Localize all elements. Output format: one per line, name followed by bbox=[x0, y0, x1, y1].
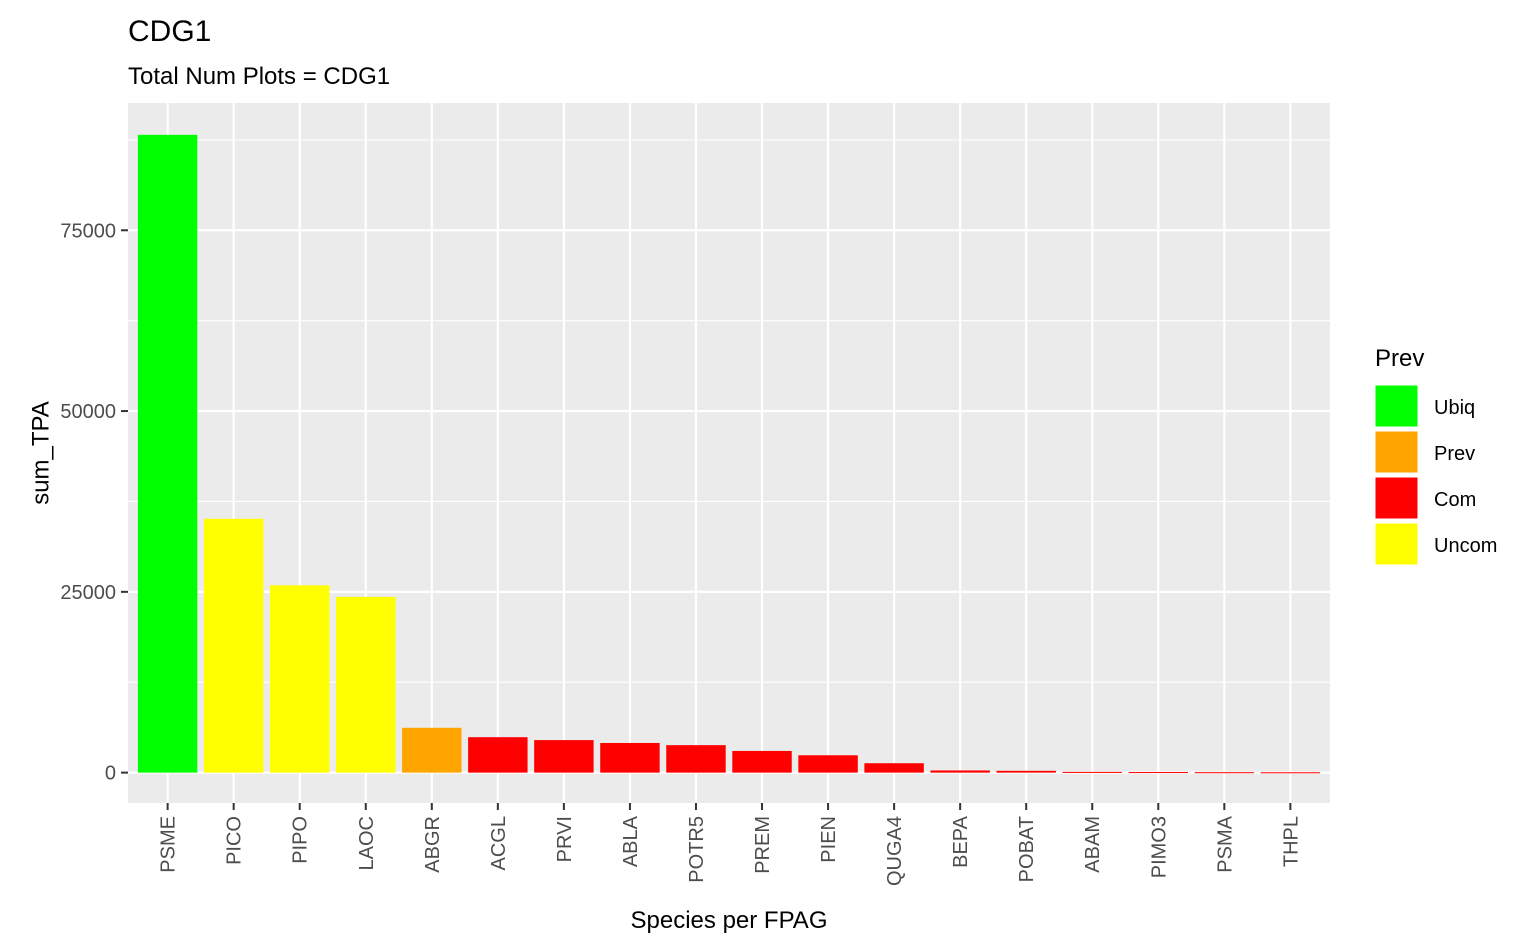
x-tick-label: ACGL bbox=[488, 816, 510, 870]
legend-swatch-ubiq bbox=[1374, 384, 1419, 428]
x-tick-label: QUGA4 bbox=[884, 816, 906, 886]
x-tick-label: ABLA bbox=[620, 815, 642, 867]
x-tick-label: THPL bbox=[1280, 816, 1302, 867]
x-tick-label: PIPO bbox=[290, 816, 312, 864]
x-axis: PSME PICO PIPO LAOC ABGR ACGL PRVI ABLA POTR5 PRE… bbox=[158, 803, 1302, 886]
x-tick-label: PREM bbox=[752, 816, 774, 874]
bar-pico bbox=[203, 518, 264, 773]
bar-acgl bbox=[468, 737, 528, 773]
bar-pimo3 bbox=[1128, 772, 1189, 774]
legend-label-prev: Prev bbox=[1434, 443, 1475, 465]
legend-label-uncom: Uncom bbox=[1434, 535, 1497, 557]
bar-psme bbox=[137, 134, 198, 773]
x-tick-label: PIMO3 bbox=[1148, 816, 1170, 878]
legend-label-com: Com bbox=[1434, 489, 1476, 511]
y-axis-title: sum_TPA bbox=[27, 401, 54, 505]
bar-abam bbox=[1062, 771, 1122, 773]
x-tick-label: PRVI bbox=[554, 816, 576, 862]
x-axis-title: Species per FPAG bbox=[631, 907, 828, 934]
bar-psma bbox=[1194, 772, 1255, 774]
chart-title: CDG1 bbox=[128, 15, 211, 48]
x-tick-label: POBAT bbox=[1016, 816, 1038, 882]
bar-quga4 bbox=[864, 763, 924, 773]
y-tick-label: 25000 bbox=[60, 582, 116, 604]
legend-swatch-com bbox=[1374, 476, 1419, 520]
bar-pipo bbox=[269, 585, 330, 773]
bar-pien bbox=[798, 755, 858, 773]
x-tick-label: POTR5 bbox=[686, 816, 708, 883]
bar-bepa bbox=[930, 770, 990, 773]
y-tick-label: 75000 bbox=[60, 220, 116, 242]
bar-prem bbox=[732, 750, 792, 773]
x-tick-label: PICO bbox=[224, 816, 246, 865]
bar-prvi bbox=[534, 740, 594, 773]
x-tick-label: ABAM bbox=[1082, 816, 1104, 873]
y-tick-label: 50000 bbox=[60, 401, 116, 423]
legend-title: Prev bbox=[1375, 345, 1424, 372]
bar-abgr bbox=[402, 727, 462, 773]
legend-swatch-prev bbox=[1374, 430, 1419, 474]
x-tick-label: PSME bbox=[158, 816, 180, 873]
bar-laoc bbox=[336, 596, 396, 773]
bar-thpl bbox=[1260, 772, 1321, 774]
x-tick-label: PSMA bbox=[1214, 815, 1236, 872]
x-tick-label: PIEN bbox=[818, 816, 840, 863]
bar-potr5 bbox=[666, 745, 726, 773]
chart-subtitle: Total Num Plots = CDG1 bbox=[128, 63, 390, 90]
legend: Prev Ubiq Prev Com Uncom bbox=[1374, 345, 1497, 566]
x-tick-label: LAOC bbox=[356, 816, 378, 870]
x-tick-label: ABGR bbox=[422, 816, 444, 873]
bars bbox=[137, 134, 1321, 774]
y-tick-label: 0 bbox=[105, 763, 116, 785]
y-axis: 0 25000 50000 75000 bbox=[60, 220, 128, 785]
legend-label-ubiq: Ubiq bbox=[1434, 397, 1475, 419]
bar-abla bbox=[600, 742, 660, 773]
legend-swatch-uncom bbox=[1374, 522, 1419, 566]
x-tick-label: BEPA bbox=[950, 815, 972, 868]
bar-pobat bbox=[996, 770, 1056, 773]
